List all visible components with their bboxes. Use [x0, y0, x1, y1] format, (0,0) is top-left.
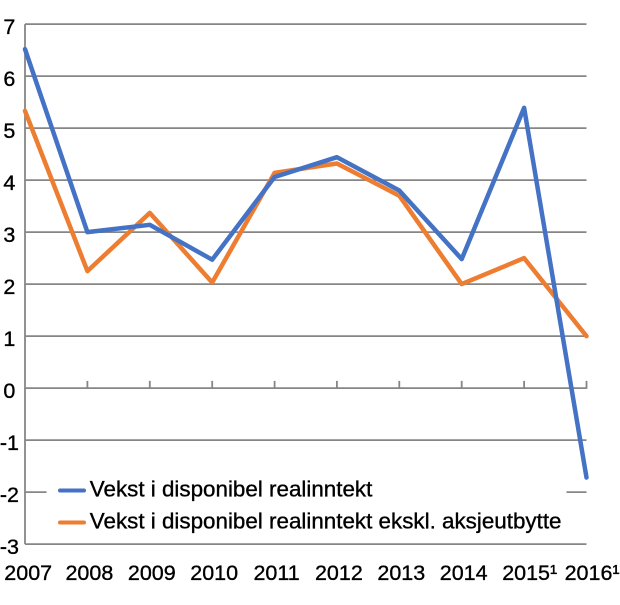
- svg-text:0: 0: [3, 379, 15, 403]
- svg-text:6: 6: [3, 67, 15, 91]
- svg-text:2009: 2009: [128, 561, 176, 585]
- svg-text:-3: -3: [0, 535, 19, 559]
- svg-text:-1: -1: [0, 431, 19, 455]
- svg-text:2008: 2008: [65, 561, 113, 585]
- svg-text:Vekst i disponibel realinntekt: Vekst i disponibel realinntekt ekskl. ak…: [90, 509, 562, 534]
- svg-text:3: 3: [3, 223, 15, 247]
- svg-text:1: 1: [3, 327, 15, 351]
- svg-text:-2: -2: [0, 483, 19, 507]
- svg-text:2: 2: [3, 275, 15, 299]
- svg-text:2012: 2012: [315, 561, 363, 585]
- svg-text:Vekst i disponibel realinntekt: Vekst i disponibel realinntekt: [90, 477, 373, 502]
- svg-text:2013: 2013: [377, 561, 425, 585]
- svg-text:2016¹: 2016¹: [565, 561, 620, 585]
- svg-text:2007: 2007: [4, 561, 52, 585]
- svg-text:4: 4: [3, 171, 15, 195]
- svg-text:2015¹: 2015¹: [502, 561, 557, 585]
- svg-text:2011: 2011: [253, 561, 299, 585]
- svg-text:7: 7: [3, 15, 15, 39]
- svg-text:2014: 2014: [440, 561, 488, 585]
- svg-text:2010: 2010: [190, 561, 238, 585]
- svg-text:5: 5: [3, 119, 15, 143]
